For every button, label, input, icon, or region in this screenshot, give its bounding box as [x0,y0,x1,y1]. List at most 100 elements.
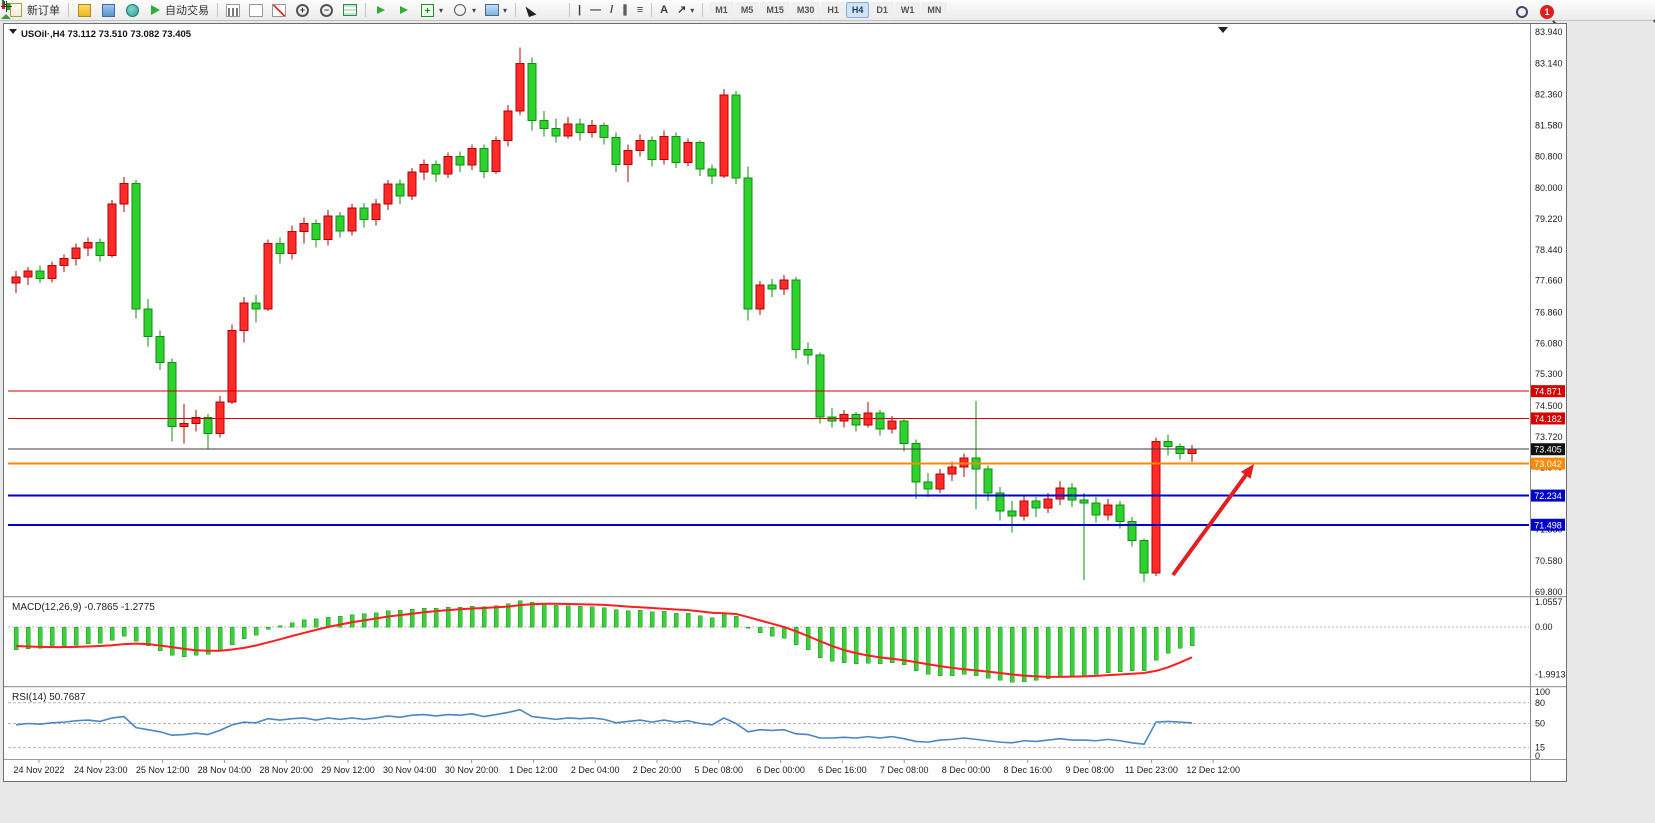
candle [251,294,261,323]
pane-separator[interactable] [4,759,1566,760]
zoom-in-button[interactable] [291,1,314,19]
chart-shift-button[interactable] [393,1,415,19]
price-axis-label: 82.360 [1535,90,1563,100]
timeframe-button-m1[interactable]: M1 [709,2,734,18]
chart-canvas[interactable]: 83.940 83.140 82.360 81.580 80.800 80.000 79.2… [4,24,1566,781]
macd-bar [457,606,463,628]
auto-scroll-button[interactable] [370,1,392,19]
bar-chart-mode-button[interactable] [222,1,244,19]
macd-bar [1009,626,1015,683]
pane-separator[interactable] [4,687,1566,688]
price-badge-73.405: 73.405 [1531,443,1565,456]
candle-body [311,223,321,241]
navigator-button[interactable] [121,1,144,19]
candle-body [707,168,717,177]
macd-bar [1105,626,1111,673]
symbol-dropdown-icon[interactable] [9,29,17,34]
fibonacci-tool-button[interactable]: ≡ [633,1,647,19]
toolbar-separator [569,3,571,17]
channel-tool-button[interactable]: ∥ [618,1,632,19]
timeframe-button-m30[interactable]: M30 [790,2,821,18]
candle-body [719,94,729,177]
timeframe-button-m15[interactable]: M15 [760,2,790,18]
data-window-button[interactable] [97,1,120,19]
timeframe-button-d1[interactable]: D1 [870,2,894,18]
line-chart-mode-button[interactable] [268,1,290,19]
horizontal-line-icon: — [590,4,602,16]
periods-button[interactable]: ▾ [448,1,480,19]
timeframe-button-h1[interactable]: H1 [821,2,845,18]
candle [419,159,429,181]
macd-bar [1021,626,1027,682]
rsi-axis-label: 15 [1535,743,1545,753]
price-badge-71.498: 71.498 [1531,518,1565,531]
pane-separator[interactable] [4,597,1566,598]
cursor-tool-button[interactable] [520,1,542,19]
macd-bar [577,605,583,628]
candle [467,144,477,171]
indicators-button[interactable]: ▾ [416,1,447,19]
price-axis-label: 76.860 [1535,307,1563,317]
search-button[interactable] [1512,3,1532,21]
timeframe-button-mn[interactable]: MN [921,2,948,18]
macd-bar [109,626,115,641]
zoom-out-button[interactable] [315,1,338,19]
time-axis-label: 9 Dec 08:00 [1065,765,1114,775]
candle [119,176,129,212]
templates-button[interactable]: ▾ [481,1,511,19]
candle [1139,538,1149,583]
macd-bar [913,626,919,672]
candle-body [59,258,69,266]
candle [575,118,585,141]
macd-bar [1045,626,1051,679]
pane-separator[interactable] [4,596,1566,597]
trendline-tool-button[interactable]: / [606,1,617,19]
notification-badge[interactable]: 1 [1540,5,1554,19]
trend-arrow-head [1240,464,1254,479]
macd-bar [61,626,67,647]
candle [95,238,105,262]
new-order-button[interactable]: 新订单 [4,1,64,19]
candle-body [575,123,585,134]
toolbar-separator [702,3,704,17]
chevron-down-icon: ▾ [690,5,695,15]
price-axis-label: 74.500 [1535,401,1563,411]
candle [731,91,741,185]
auto-trading-button[interactable]: 自动交易 [145,1,213,19]
timeframe-button-h4[interactable]: H4 [845,2,870,18]
crosshair-tool-button[interactable] [543,1,565,19]
macd-bar [949,626,955,676]
horizontal-line-tool-button[interactable]: — [586,1,605,19]
macd-bar [1189,626,1195,646]
price-badge-box [1531,443,1565,456]
clock-icon [454,4,467,16]
time-axis[interactable]: 24 Nov 2022 24 Nov 23:00 25 Nov 12:00 28 No… [13,760,1240,775]
macd-bar [1153,626,1159,661]
arrows-tool-button[interactable]: ↗ ▾ [673,1,698,19]
candle-body [431,163,441,175]
candle-body [527,62,537,122]
candle [287,225,297,260]
scroll-position-marker[interactable] [1218,27,1228,33]
candle [299,217,309,244]
candle [779,275,789,295]
candle-body [539,120,549,130]
macd-bar [769,626,775,637]
trend-arrow-line[interactable] [1171,470,1250,577]
candle-body [119,182,129,205]
candle [1151,437,1161,577]
timeframe-button-m5[interactable]: M5 [734,2,760,18]
market-watch-button[interactable] [73,1,96,19]
vertical-line-tool-button[interactable]: | [574,1,585,19]
macd-bar [73,626,79,646]
macd-axis[interactable]: 1.0557 0.00 -1.9913 [1535,597,1566,679]
text-tool-button[interactable]: A [656,1,672,19]
candlestick-mode-button[interactable] [245,1,267,19]
tile-windows-button[interactable] [339,1,361,19]
pane-separator[interactable] [4,686,1566,687]
macd-bar [37,626,43,649]
candle-body [1175,445,1185,454]
timeframe-button-w1[interactable]: W1 [894,2,921,18]
candle-body [1151,441,1161,574]
